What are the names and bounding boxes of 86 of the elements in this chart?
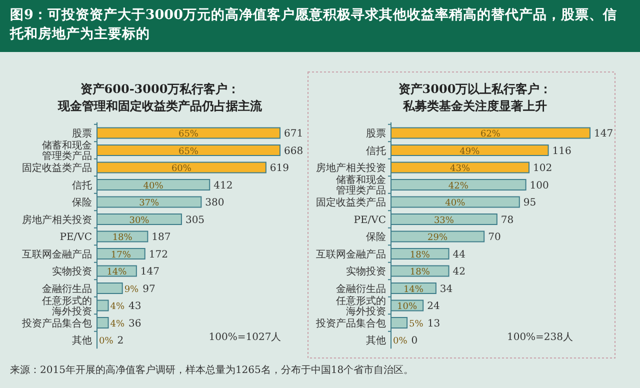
annotation: 34 [440,284,453,295]
y-tick-label: 实物投资 [52,266,92,278]
caption: 图9：可投资资产大于3000万元的高净值客户愿意积极寻求其他收益率稍高的替代产品，股票、信托和房地产为主要标的 [0,0,640,52]
y-tick-label: 金融衍生品 [42,282,92,295]
data-label: 14% [403,284,424,295]
annotation: 147 [594,128,614,140]
y-tick-label: 股票 [366,128,386,140]
data-label: 18% [410,250,430,260]
y-tick-label: 储蓄和现金管理类产品 [42,140,92,162]
data-label: 18% [410,268,430,278]
data-label: 62% [480,130,501,140]
y-tick-label: PE/VC [354,214,386,226]
y-tick-label: 实物投资 [346,266,386,278]
annotation: 43 [128,301,142,312]
annotation: 42 [452,266,466,278]
y-tick-label: 信托 [72,179,92,192]
y-tick-label: 互联网金融产品 [316,248,386,260]
y-tick-label: 储蓄和现金管理类产品 [336,174,386,196]
y-tick-label: 固定收益类产品 [316,196,386,208]
data-label: 30% [129,216,150,226]
annotation: 36 [128,318,142,330]
annotation: 13 [427,318,440,330]
data-label: 33% [434,216,454,226]
y-tick-label: 任意形式的海外投资 [335,294,386,318]
data-label: 60% [171,164,192,174]
y-tick-label: 任意形式的海外投资 [41,294,92,318]
data-label: 37% [139,198,160,208]
annotation: 100 [530,180,549,192]
annotation: 116 [552,146,572,157]
annotation: 305 [185,214,205,226]
y-tick-label: 金融衍生品 [336,282,386,295]
annotation: 619 [270,163,290,174]
chart-title: 资产3000万以上私行客户： [398,82,552,96]
data-label: 10% [397,302,418,312]
annotation: 78 [500,214,514,226]
annotation: 97 [142,284,156,295]
annotation: 24 [427,301,440,312]
data-label: 18% [112,233,133,243]
y-tick-label: 投资产品集合包 [21,317,92,330]
annotation: 147 [140,266,160,278]
chart-subtitle: 现金管理和固定收益类产品仍占据主流 [57,99,263,113]
y-tick-label: 信托 [366,144,386,157]
data-label: 9% [124,284,140,295]
data-label: 65% [178,130,199,140]
data-label: 40% [143,181,164,192]
y-tick-label: 房地产相关投资 [316,162,386,174]
data-label: 0% [99,336,114,346]
annotation: 102 [533,163,552,174]
data-label: 65% [178,146,199,157]
annotation: 671 [284,128,304,140]
annotation: 172 [148,249,168,260]
y-tick-label: 保险 [72,196,92,208]
y-tick-label: 投资产品集合包 [315,317,386,330]
data-label: 17% [110,250,132,260]
chart-subtitle: 私募类基金关注度显著上升 [402,99,547,113]
y-tick-label: 股票 [72,128,92,140]
data-label: 42% [448,181,469,192]
data-label: 4% [110,319,125,330]
y-tick-label: 其他 [72,334,92,346]
data-label: 4% [110,302,125,312]
annotation: 380 [205,198,224,208]
data-label: 43% [450,164,470,174]
annotation: 2 [117,336,124,346]
source-note: 来源：2015年开展的高净值客户调研，样本总量为1265名，分布于中国18个省市自治区。 [10,364,414,377]
annotation: 0 [411,336,418,346]
annotation: 668 [284,146,304,157]
y-tick-label: 保险 [366,231,386,243]
data-label: 49% [460,146,480,157]
annotation: 44 [452,249,466,260]
annotation: 187 [152,232,171,243]
data-label: 29% [428,233,448,243]
data-label: 40% [445,198,466,208]
y-tick-label: 固定收益类产品 [22,162,92,174]
y-tick-label: 房地产相关投资 [22,214,92,226]
y-tick-label: 其他 [366,334,386,346]
y-tick-label: 互联网金融产品 [22,248,92,260]
annotation: 412 [214,180,233,192]
annotation: 95 [523,198,536,208]
annotation: 100%=238人 [506,332,574,343]
data-label: 5% [409,319,424,330]
data-label: 14% [106,268,128,278]
y-tick-label: PE/VC [60,232,92,243]
annotation: 70 [488,232,501,243]
chart-title: 资产600-3000万私行客户： [80,82,240,96]
data-label: 0% [393,336,408,346]
annotation: 100%=1027人 [208,332,282,343]
